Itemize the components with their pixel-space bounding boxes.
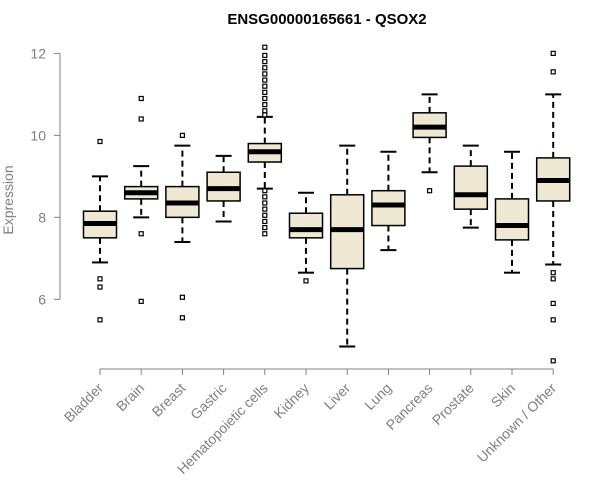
outlier-point [262,200,268,206]
outlier-point [179,132,185,138]
outlier-point [138,298,144,304]
box-group [412,93,447,194]
x-category-label: Prostate [429,380,477,428]
outlier-point [262,212,268,218]
outlier-point [138,231,144,237]
outlier-point [179,294,185,300]
y-axis-label: Expression [0,165,16,234]
box-group [123,95,159,304]
outlier-point [427,188,433,194]
outlier-point [550,300,556,307]
box-group [329,144,365,348]
outlier-point [262,108,268,114]
box-group [494,150,530,274]
outlier-point [262,52,268,59]
outlier-point [262,206,268,212]
outlier-point [262,188,268,194]
outlier-point [97,317,103,323]
outlier-point [262,102,268,108]
box-group [453,144,489,229]
chart-title: ENSG00000165661 - QSOX2 [227,11,426,28]
outlier-point [550,69,556,75]
y-tick-label: 6 [38,291,46,307]
outlier-point [262,44,268,50]
y-tick-label: 10 [30,127,46,143]
outlier-point [138,116,144,122]
box-group [371,150,406,252]
y-tick-label: 8 [38,209,46,225]
x-category-label: Brain [113,380,147,414]
x-category-label: Liver [321,380,354,413]
outlier-point [262,112,268,118]
outlier-point [303,278,309,284]
outlier-point [550,317,556,323]
outlier-point [262,194,268,200]
outlier-point [138,95,144,102]
outlier-point [550,50,556,56]
y-tick-label: 12 [30,45,46,61]
outlier-point [262,231,268,237]
outlier-point [262,71,268,77]
x-category-label: Skin [488,380,519,411]
box-iqr [453,165,489,210]
box-group [535,50,571,364]
outlier-point [550,276,556,282]
outlier-point [262,58,268,65]
x-category-label: Breast [149,380,189,420]
box-iqr [494,198,530,241]
x-category-label: Kidney [271,380,313,422]
x-category-label: Bladder [61,380,107,426]
box-group [247,44,283,237]
box-group [82,138,118,323]
outlier-point [262,83,268,89]
outlier-point [550,270,556,276]
box-group [165,132,200,321]
box-iqr [371,189,406,227]
box-group [288,191,324,284]
outlier-point [97,276,103,282]
outlier-point [179,315,185,321]
box-iqr [288,212,324,239]
outlier-point [262,65,268,71]
outlier-point [262,89,268,95]
x-category-label: Lung [361,380,394,413]
outlier-point [262,224,268,231]
outlier-point [262,95,268,102]
outlier-point [550,358,556,364]
outlier-point [262,77,268,83]
box-group [206,154,241,223]
outlier-point [97,284,103,290]
outlier-point [262,218,268,225]
outlier-point [97,138,103,145]
boxes [82,44,571,364]
axes: 6 8 10 12 [30,45,554,375]
